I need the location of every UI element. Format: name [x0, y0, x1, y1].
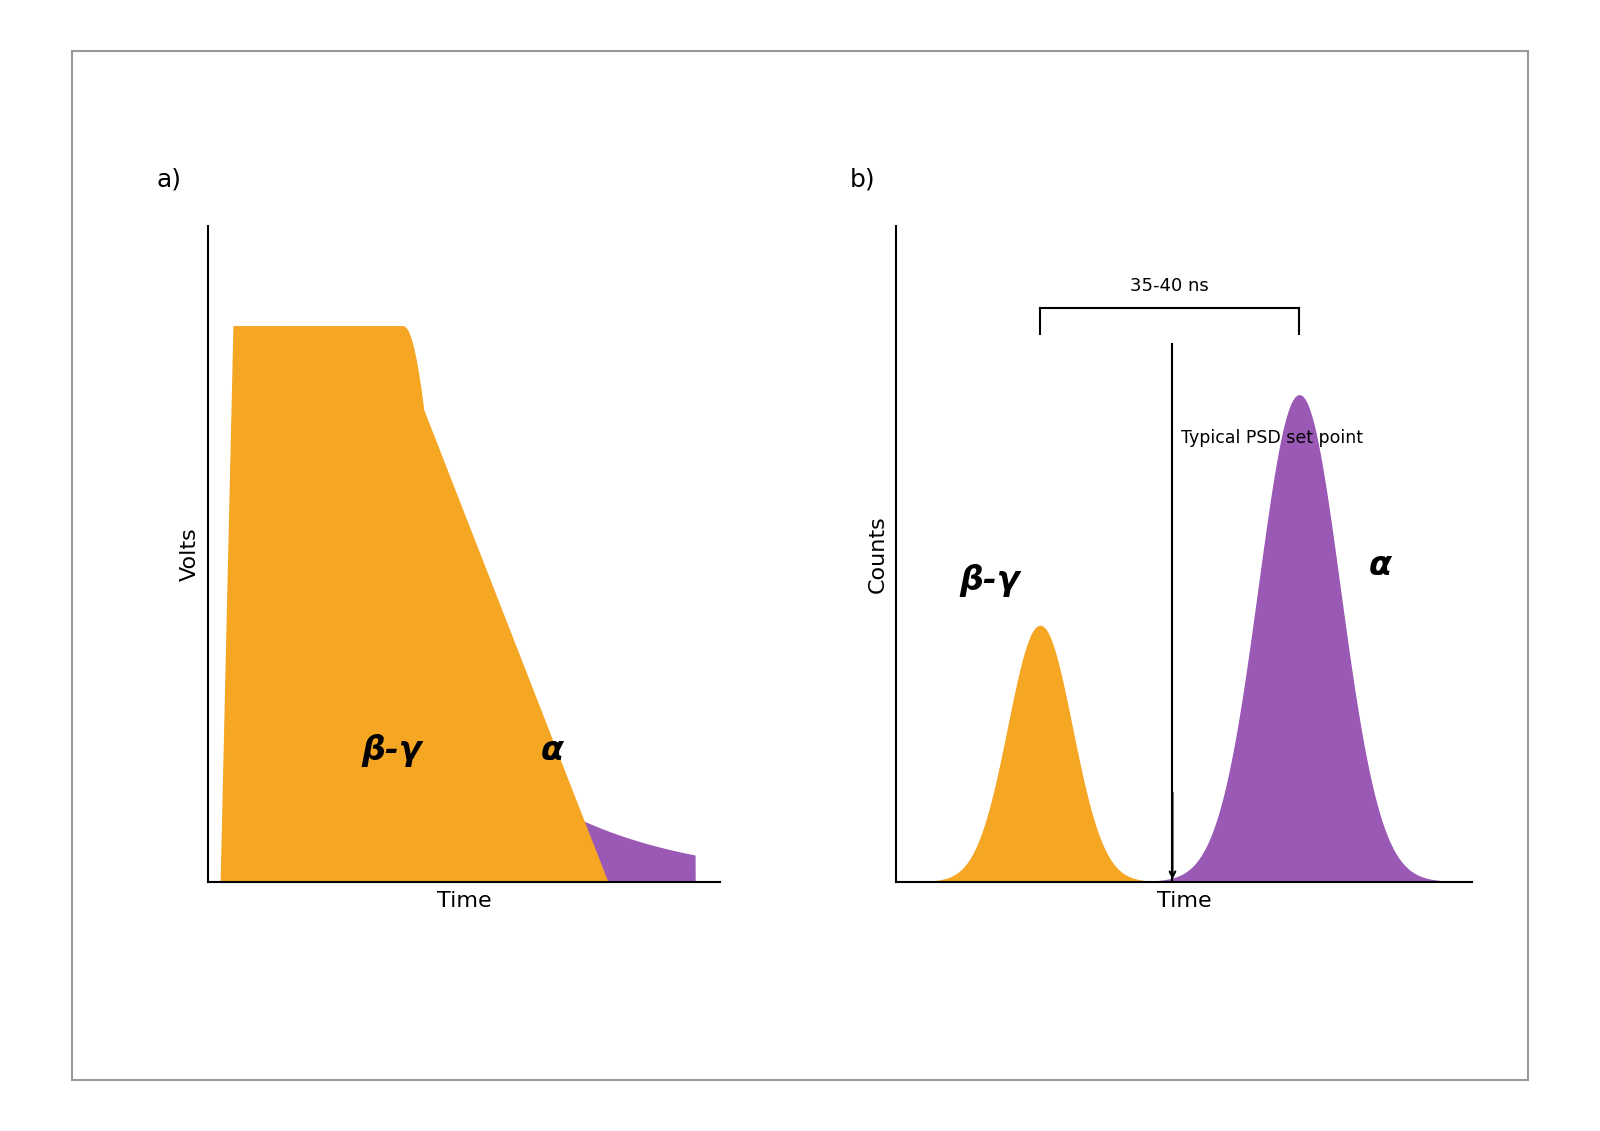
- Text: Typical PSD set point: Typical PSD set point: [1181, 429, 1363, 447]
- Text: 35-40 ns: 35-40 ns: [1130, 277, 1210, 295]
- X-axis label: Time: Time: [437, 890, 491, 910]
- Text: b): b): [850, 167, 875, 192]
- Text: α: α: [1368, 549, 1390, 581]
- Y-axis label: Volts: Volts: [179, 527, 200, 581]
- Text: β-γ: β-γ: [362, 734, 422, 767]
- Text: α: α: [541, 734, 563, 767]
- X-axis label: Time: Time: [1157, 890, 1211, 910]
- Text: β-γ: β-γ: [960, 564, 1019, 597]
- Y-axis label: Counts: Counts: [867, 516, 888, 593]
- Text: a): a): [157, 167, 182, 192]
